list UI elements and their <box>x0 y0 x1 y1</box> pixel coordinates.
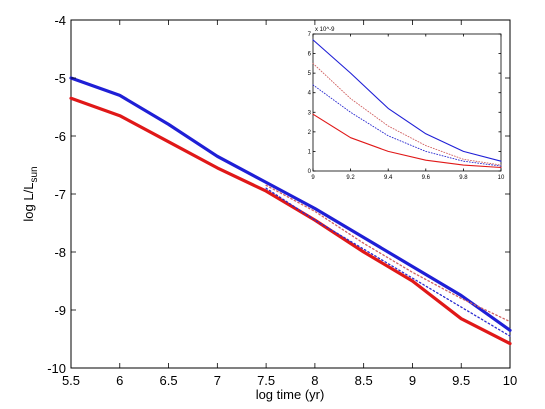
inset-ticks-group: 9 9.2 9.4 9.6 9.8 10 0 1 2 3 4 5 6 7 <box>308 32 505 181</box>
main-series-line-1 <box>69 96 512 346</box>
main-y-tick-label-4: -6 <box>54 129 66 144</box>
inset-y-multiplier: x 10^-9 <box>315 27 335 33</box>
inset-series-line-3 <box>312 113 502 169</box>
main-y-tick-label-2: -8 <box>54 245 66 260</box>
main-series-group <box>69 76 512 346</box>
x-axis-label: log time (yr) <box>256 387 325 402</box>
inset-series-line-2 <box>312 84 502 167</box>
y-axis-label-subscript: sun <box>29 166 40 182</box>
main-x-tick-label-1: 6 <box>116 373 123 388</box>
inset-x-tick-label-3: 9.6 <box>422 175 431 181</box>
main-y-tick-label-1: -9 <box>54 303 66 318</box>
main-ticks-group: 5.5 6 6.5 7 7.5 8 8.5 9 9.5 10-10-9-8-7-6-5-4 <box>47 13 517 388</box>
main-x-tick-label-0: 5.5 <box>62 373 80 388</box>
main-y-tick-label-5: -5 <box>54 71 66 86</box>
inset-series-line-1 <box>312 62 502 166</box>
main-x-tick-label-8: 9.5 <box>452 373 470 388</box>
main-x-tick-label-5: 8 <box>311 373 318 388</box>
y-axis-label: log L/Lsun <box>21 166 40 221</box>
main-x-tick-label-6: 8.5 <box>355 373 373 388</box>
main-series-line-0 <box>69 76 512 332</box>
main-x-tick-label-2: 6.5 <box>160 373 178 388</box>
main-series-line-2 <box>265 187 511 337</box>
inset-series-line-0 <box>312 39 502 162</box>
main-x-tick-label-7: 9 <box>409 373 416 388</box>
inset-x-tick-label-1: 9.2 <box>346 175 355 181</box>
main-x-tick-label-9: 10 <box>503 373 517 388</box>
inset-y-tick-label-5: 5 <box>308 71 312 77</box>
inset-series-group <box>312 39 502 169</box>
inset-y-tick-label-6: 6 <box>308 52 312 58</box>
main-x-tick-label-3: 7 <box>214 373 221 388</box>
main-x-tick-label-4: 7.5 <box>257 373 275 388</box>
main-y-tick-label-3: -7 <box>54 187 66 202</box>
y-axis-label-main: log L/L <box>21 183 36 222</box>
inset-y-tick-label-4: 4 <box>308 91 312 97</box>
main-y-tick-label-0: -10 <box>47 361 66 376</box>
main-y-tick-label-6: -4 <box>54 13 66 28</box>
inset-y-tick-label-3: 3 <box>308 110 312 116</box>
inset-y-tick-label-1: 1 <box>308 149 312 155</box>
inset-y-tick-label-0: 0 <box>308 169 312 175</box>
inset-x-tick-label-0: 9 <box>311 175 315 181</box>
inset-x-tick-label-2: 9.4 <box>384 175 393 181</box>
inset-x-tick-label-4: 9.8 <box>459 175 468 181</box>
main-series-line-3 <box>265 184 511 323</box>
inset-x-tick-label-5: 10 <box>498 175 505 181</box>
inset-y-tick-label-7: 7 <box>308 32 312 38</box>
inset-plot-area <box>312 33 502 172</box>
inset-y-tick-label-2: 2 <box>308 130 312 136</box>
